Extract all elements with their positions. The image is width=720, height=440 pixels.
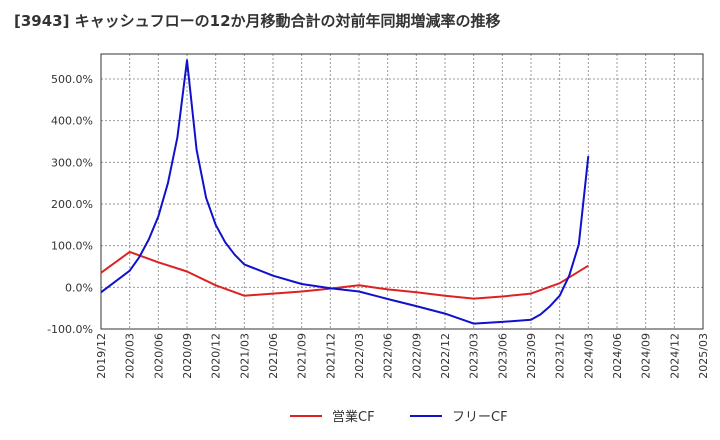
- chart-title: [3943] キャッシュフローの12か月移動合計の対前年同期増減率の推移: [14, 12, 501, 30]
- x-tick-label: 2022/03: [353, 333, 366, 379]
- y-tick-label: 300.0%: [51, 156, 93, 169]
- y-tick-label: -100.0%: [47, 323, 93, 336]
- x-tick-label: 2023/09: [525, 333, 538, 379]
- x-tick-label: 2023/06: [496, 333, 509, 379]
- x-tick-label: 2021/06: [267, 333, 280, 379]
- x-tick-label: 2021/09: [296, 333, 309, 379]
- x-tick-label: 2020/06: [152, 333, 165, 379]
- x-tick-label: 2022/06: [382, 333, 395, 379]
- x-tick-label: 2019/12: [95, 333, 108, 379]
- y-tick-label: 400.0%: [51, 115, 93, 128]
- series-line-1: [100, 250, 589, 300]
- series-line-2: [100, 59, 590, 325]
- x-tick-label: 2021/12: [324, 333, 337, 379]
- x-tick-label: 2020/09: [181, 333, 194, 379]
- legend: 営業CF フリーCF: [290, 409, 508, 425]
- series-lines: [100, 59, 590, 325]
- x-tick-label: 2020/12: [210, 333, 223, 379]
- y-axis-tick-labels: 500.0% 400.0% 300.0% 200.0% 100.0% 0.0% -100.0…: [47, 73, 93, 336]
- x-tick-label: 2023/03: [468, 333, 481, 379]
- x-tick-label: 2024/06: [611, 333, 624, 379]
- x-tick-label: 2020/03: [124, 333, 137, 379]
- y-tick-label: 500.0%: [51, 73, 93, 86]
- y-tick-label: 200.0%: [51, 198, 93, 211]
- x-tick-label: 2024/03: [582, 333, 595, 379]
- x-tick-label: 2025/03: [697, 333, 710, 379]
- plot-background: [101, 54, 703, 329]
- x-tick-label: 2022/09: [410, 333, 423, 379]
- y-tick-label: 0.0%: [65, 281, 93, 294]
- x-tick-label: 2023/12: [554, 333, 567, 379]
- x-tick-label: 2022/12: [439, 333, 452, 379]
- y-tick-label: 100.0%: [51, 240, 93, 253]
- plot-frame: [100, 53, 704, 330]
- x-tick-label: 2024/12: [668, 333, 681, 379]
- legend-label-1: 営業CF: [332, 409, 375, 425]
- x-tick-label: 2021/03: [238, 333, 251, 379]
- legend-label-2: フリーCF: [452, 410, 508, 425]
- x-axis-tick-labels: 2019/12 2020/03 2020/06 2020/09 2020/12 2021/…: [95, 333, 710, 379]
- x-tick-label: 2024/09: [640, 333, 653, 379]
